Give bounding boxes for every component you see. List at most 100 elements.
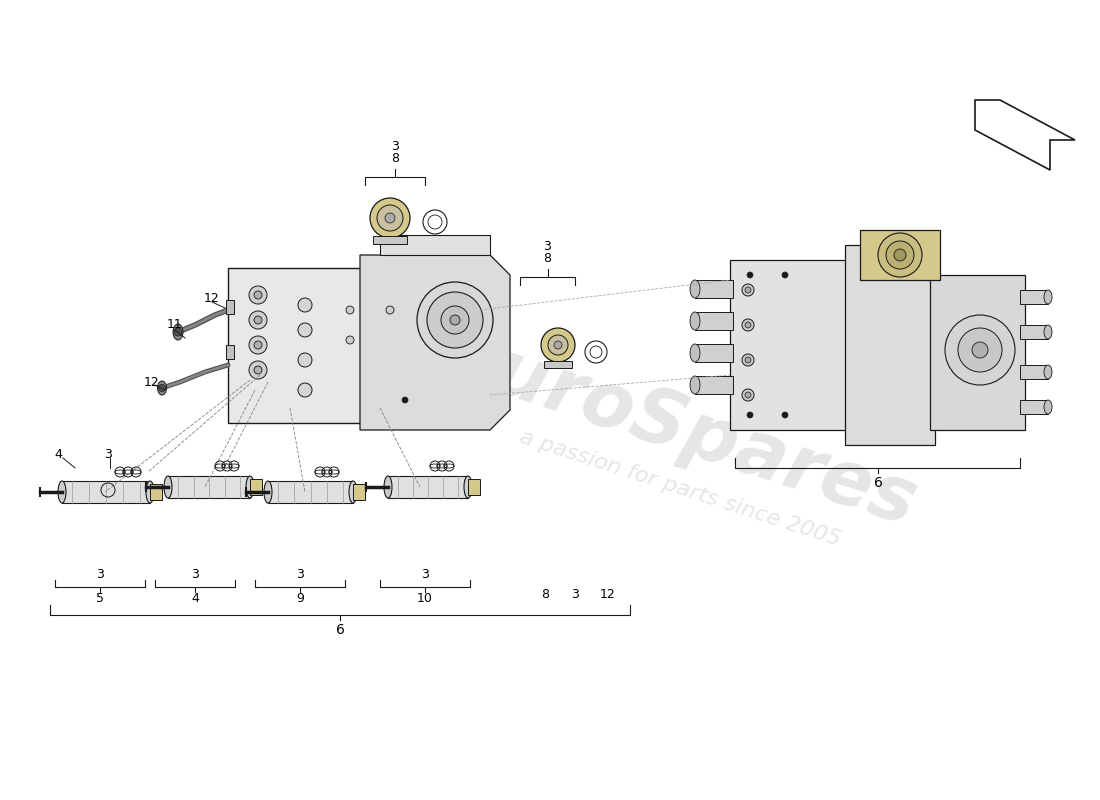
Circle shape xyxy=(298,323,312,337)
Ellipse shape xyxy=(384,476,392,498)
Circle shape xyxy=(958,328,1002,372)
Circle shape xyxy=(346,336,354,344)
Ellipse shape xyxy=(1044,400,1052,414)
Ellipse shape xyxy=(690,312,700,330)
Bar xyxy=(1020,365,1048,379)
Polygon shape xyxy=(379,235,490,255)
Circle shape xyxy=(249,311,267,329)
Ellipse shape xyxy=(690,280,700,298)
Ellipse shape xyxy=(58,481,66,503)
Bar xyxy=(695,280,733,298)
Circle shape xyxy=(254,291,262,299)
Circle shape xyxy=(972,342,988,358)
Text: 10: 10 xyxy=(417,593,433,606)
Circle shape xyxy=(254,341,262,349)
Text: 12: 12 xyxy=(601,589,616,602)
Text: a passion for parts since 2005: a passion for parts since 2005 xyxy=(517,426,843,550)
Text: 12: 12 xyxy=(205,291,220,305)
Circle shape xyxy=(174,328,182,336)
Circle shape xyxy=(742,389,754,401)
Bar xyxy=(544,361,572,368)
Circle shape xyxy=(346,306,354,314)
Bar xyxy=(168,476,250,498)
Circle shape xyxy=(450,315,460,325)
Circle shape xyxy=(377,205,403,231)
Text: 12: 12 xyxy=(144,375,159,389)
Ellipse shape xyxy=(690,344,700,362)
Ellipse shape xyxy=(146,481,154,503)
Ellipse shape xyxy=(164,476,172,498)
Circle shape xyxy=(249,361,267,379)
Circle shape xyxy=(745,287,751,293)
Circle shape xyxy=(402,397,408,403)
Circle shape xyxy=(254,316,262,324)
Circle shape xyxy=(370,198,410,238)
Bar xyxy=(250,479,262,495)
Text: 3: 3 xyxy=(191,569,199,582)
Bar xyxy=(388,476,467,498)
Text: 4: 4 xyxy=(54,449,62,462)
Bar xyxy=(1020,290,1048,304)
Text: EuroSpares: EuroSpares xyxy=(434,318,926,542)
Text: 3: 3 xyxy=(421,569,429,582)
Bar xyxy=(268,481,353,503)
Circle shape xyxy=(254,366,262,374)
Bar xyxy=(695,344,733,362)
Bar xyxy=(695,376,733,394)
Bar xyxy=(468,479,480,495)
Text: 8: 8 xyxy=(543,253,551,266)
Text: 3: 3 xyxy=(392,141,399,154)
Bar xyxy=(373,236,407,244)
Bar xyxy=(62,481,150,503)
Circle shape xyxy=(894,249,906,261)
Ellipse shape xyxy=(246,476,254,498)
Text: 4: 4 xyxy=(191,593,199,606)
Circle shape xyxy=(298,353,312,367)
Text: 11: 11 xyxy=(167,318,183,331)
Bar xyxy=(228,268,428,423)
Circle shape xyxy=(541,328,575,362)
Circle shape xyxy=(745,392,751,398)
Ellipse shape xyxy=(690,376,700,394)
Bar xyxy=(695,312,733,330)
Text: 3: 3 xyxy=(571,589,579,602)
Ellipse shape xyxy=(264,481,272,503)
Bar xyxy=(730,260,850,430)
Circle shape xyxy=(548,335,568,355)
Circle shape xyxy=(298,298,312,312)
Circle shape xyxy=(878,233,922,277)
Circle shape xyxy=(886,241,914,269)
Circle shape xyxy=(385,213,395,223)
Circle shape xyxy=(945,315,1015,385)
Circle shape xyxy=(427,292,483,348)
Circle shape xyxy=(249,336,267,354)
Bar xyxy=(150,484,162,500)
Ellipse shape xyxy=(464,476,472,498)
Circle shape xyxy=(249,286,267,304)
Bar xyxy=(860,230,940,280)
Ellipse shape xyxy=(349,481,358,503)
Text: 9: 9 xyxy=(296,593,304,606)
Circle shape xyxy=(417,282,493,358)
Circle shape xyxy=(747,412,754,418)
Polygon shape xyxy=(360,255,510,430)
Bar xyxy=(1020,325,1048,339)
Ellipse shape xyxy=(1044,365,1052,379)
Circle shape xyxy=(742,319,754,331)
Bar xyxy=(353,484,365,500)
Circle shape xyxy=(782,412,788,418)
Circle shape xyxy=(742,354,754,366)
Circle shape xyxy=(158,385,165,391)
Text: 3: 3 xyxy=(296,569,304,582)
Bar xyxy=(226,300,234,314)
Bar xyxy=(845,245,935,445)
Circle shape xyxy=(554,341,562,349)
Bar xyxy=(930,275,1025,430)
Text: 3: 3 xyxy=(96,569,103,582)
Circle shape xyxy=(782,272,788,278)
Circle shape xyxy=(747,272,754,278)
Circle shape xyxy=(298,383,312,397)
Text: 8: 8 xyxy=(390,153,399,166)
Text: 5: 5 xyxy=(96,593,104,606)
Bar xyxy=(1020,400,1048,414)
